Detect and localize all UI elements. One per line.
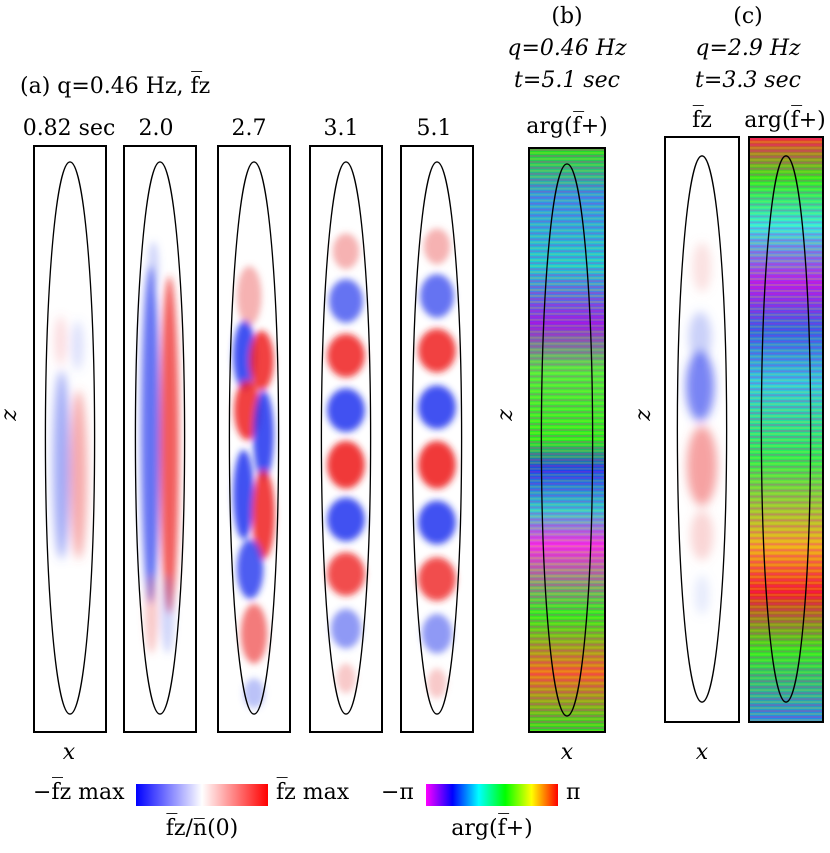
fz-colorbar-left-label: −f̅z max bbox=[33, 780, 125, 805]
fz-panel-t5 bbox=[400, 145, 474, 733]
panel-c-x-label: x bbox=[695, 740, 709, 765]
fz-colorbar bbox=[136, 784, 268, 806]
panel-c-z-label: z bbox=[630, 409, 656, 421]
panel-b-x-label: x bbox=[560, 740, 574, 765]
fz-panel-c bbox=[664, 136, 740, 723]
panel-c-letter: (c) bbox=[733, 4, 763, 29]
phase-panel-c bbox=[748, 136, 824, 723]
fz-panel-t3 bbox=[217, 145, 291, 733]
panel-b-q: q=0.46 Hz bbox=[507, 36, 627, 61]
panel-b-z-label: z bbox=[492, 409, 518, 421]
panel-c-t: t=3.3 sec bbox=[695, 68, 801, 93]
time-label-2: 2.0 bbox=[138, 116, 174, 141]
phase-colorbar-left-label: −π bbox=[381, 780, 414, 805]
time-label-5: 5.1 bbox=[416, 116, 452, 141]
phase-panel-b bbox=[528, 147, 606, 733]
time-label-3: 2.7 bbox=[231, 116, 267, 141]
time-label-4: 3.1 bbox=[323, 116, 359, 141]
panel-a-z-label: z bbox=[0, 409, 22, 421]
panel-b-letter: (b) bbox=[551, 4, 583, 29]
panel-a-x-label: x bbox=[62, 740, 76, 765]
fz-panel-t1 bbox=[33, 145, 107, 733]
panel-b-t: t=5.1 sec bbox=[514, 68, 620, 93]
phase-colorbar bbox=[426, 784, 558, 806]
phase-colorbar-caption: arg(f̅+) bbox=[451, 816, 533, 841]
panel-c-col1-label: f̅z bbox=[692, 108, 712, 133]
fz-colorbar-right-label: f̅z max bbox=[276, 780, 350, 805]
fz-colorbar-caption: f̅z/n̅(0) bbox=[165, 816, 239, 841]
panel-b-col-label: arg(f̅+) bbox=[526, 114, 608, 139]
panel-c-col2-label: arg(f̅+) bbox=[744, 108, 826, 133]
phase-colorbar-right-label: π bbox=[566, 780, 581, 805]
panel-a-title: (a) q=0.46 Hz, f̅z bbox=[20, 74, 211, 99]
time-label-1: 0.82 sec bbox=[22, 116, 116, 141]
panel-c-q: q=2.9 Hz bbox=[695, 36, 801, 61]
fz-panel-t4 bbox=[309, 145, 383, 733]
fz-panel-t2 bbox=[123, 145, 197, 733]
